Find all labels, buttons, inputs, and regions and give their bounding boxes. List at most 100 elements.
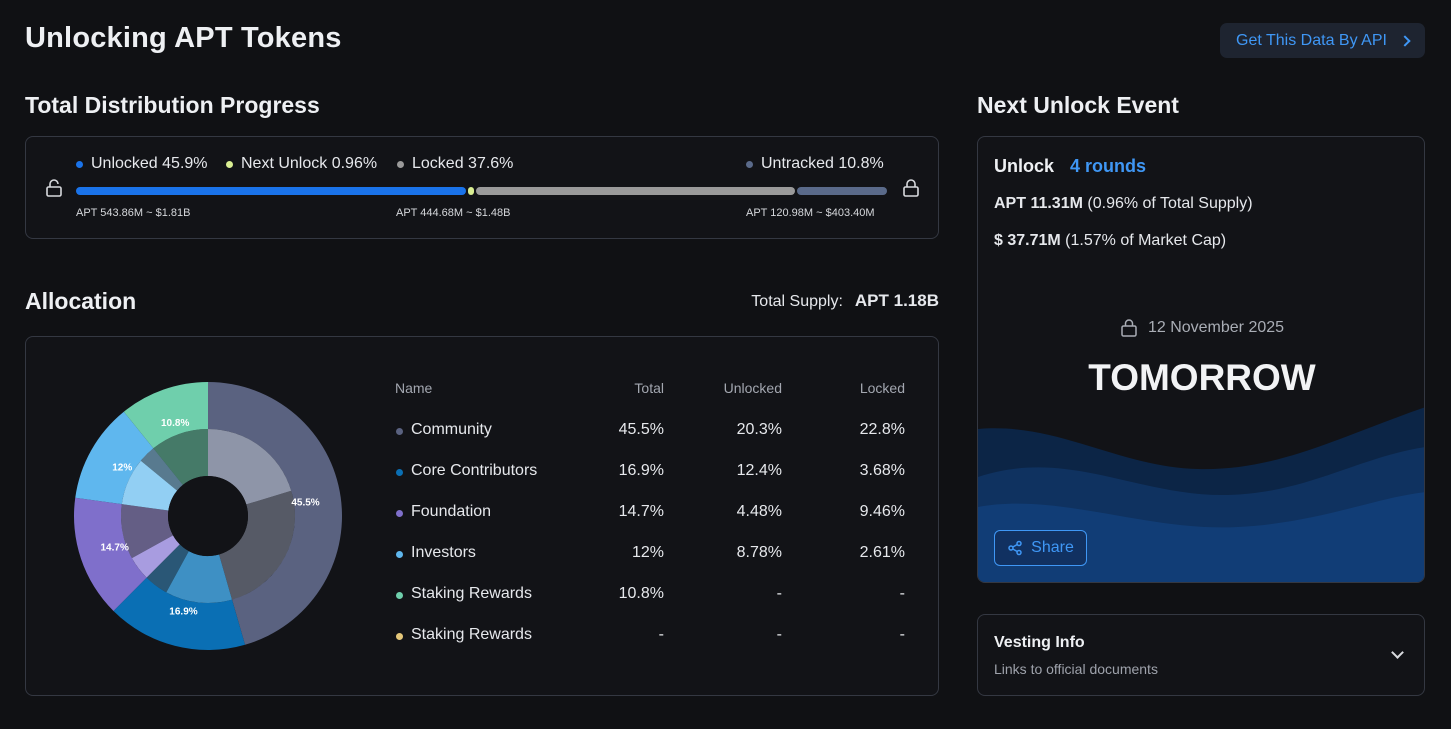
legend-locked: Locked 37.6% — [397, 155, 513, 173]
allocation-card: 45.5% 16.9% 14.7% 12% 10.8% Name Total Unloc… — [25, 336, 939, 696]
row-color-dot — [396, 469, 403, 476]
total-supply-value: APT 1.18B — [854, 291, 939, 310]
progress-title: Total Distribution Progress — [25, 92, 320, 118]
share-icon — [1008, 540, 1022, 556]
wave-background — [978, 407, 1424, 582]
legend-untracked: Untracked 10.8% — [746, 155, 884, 173]
row-total: 45.5% — [618, 421, 664, 438]
unlock-value-note: (1.57% of Market Cap) — [1065, 232, 1227, 249]
donut-slice-label: 12% — [112, 463, 132, 474]
chevron-down-icon — [1391, 646, 1404, 659]
legend-next-unlock-label: Next Unlock 0.96% — [241, 155, 378, 172]
share-label: Share — [1031, 539, 1074, 556]
vesting-subtitle: Links to official documents — [994, 661, 1158, 677]
unlock-amount-row: APT 11.31M (0.96% of Total Supply) — [994, 195, 1253, 213]
donut-inner-slice-community — [208, 429, 292, 505]
donut-inner-slice-core-contributors — [166, 551, 233, 603]
progress-segment-next-unlock — [467, 187, 474, 195]
progress-card: Unlocked 45.9% Next Unlock 0.96% Locked … — [25, 136, 939, 239]
vesting-info-accordion[interactable]: Vesting Info Links to official documents — [977, 614, 1425, 696]
unlock-amount-note: (0.96% of Total Supply) — [1087, 195, 1253, 212]
donut-slice-foundation[interactable] — [74, 497, 147, 611]
donut-inner-locked-investors — [140, 448, 183, 491]
unlock-value-row: $ 37.71M (1.57% of Market Cap) — [994, 232, 1226, 250]
donut-slice-label: 16.9% — [169, 606, 197, 617]
progress-segment-unlocked — [76, 187, 466, 195]
donut-slice-label: 45.5% — [291, 497, 319, 508]
locked-amount: APT 444.68M ~ $1.48B — [396, 207, 511, 219]
col-header-name: Name — [395, 380, 433, 396]
row-unlocked: 20.3% — [736, 421, 782, 438]
donut-inner-locked-foundation — [120, 504, 174, 559]
untracked-amount: APT 120.98M ~ $403.40M — [746, 207, 875, 219]
unlocked-lock-icon — [46, 179, 62, 197]
donut-inner-locked-community — [219, 490, 295, 600]
calendar-lock-icon — [1121, 319, 1137, 337]
row-color-dot — [396, 551, 403, 558]
col-header-unlocked: Unlocked — [723, 380, 782, 396]
get-data-by-api-button[interactable]: Get This Data By API — [1220, 23, 1425, 58]
vesting-title: Vesting Info — [994, 634, 1085, 651]
next-unlock-dot — [226, 160, 233, 168]
unlock-amount: APT 11.31M — [994, 195, 1083, 212]
row-name: Foundation — [411, 503, 492, 520]
unlock-date-row: 12 November 2025 — [978, 319, 1424, 337]
donut-inner-locked-staking-rewards — [153, 429, 208, 485]
progress-segment-untracked — [796, 187, 887, 195]
donut-slice-label: 14.7% — [100, 542, 128, 553]
row-total: 16.9% — [618, 462, 664, 479]
allocation-donut-chart: 45.5% 16.9% 14.7% 12% 10.8% — [74, 382, 342, 650]
row-total: 10.8% — [618, 585, 664, 602]
row-unlocked: 8.78% — [736, 544, 782, 561]
row-color-dot — [396, 592, 403, 599]
row-unlocked: - — [776, 585, 782, 602]
donut-slice-community[interactable] — [208, 382, 342, 645]
donut-inner-locked-core-contributors — [146, 544, 189, 593]
unlock-countdown: TOMORROW — [1088, 357, 1316, 398]
row-locked: 9.46% — [859, 503, 905, 520]
row-unlocked: 4.48% — [736, 503, 782, 520]
row-name: Investors — [411, 544, 476, 561]
legend-next-unlock: Next Unlock 0.96% — [226, 155, 377, 173]
progress-segment-locked — [475, 187, 795, 195]
unlock-label: Unlock — [994, 156, 1055, 176]
unlock-rounds-row: Unlock 4 rounds — [994, 156, 1146, 177]
legend-locked-label: Locked 37.6% — [412, 155, 514, 172]
row-total: 12% — [631, 544, 664, 561]
row-color-dot — [396, 633, 403, 640]
rounds-link[interactable]: 4 rounds — [1070, 156, 1147, 176]
donut-slice-label: 10.8% — [161, 418, 189, 429]
col-header-locked: Locked — [859, 380, 905, 396]
api-button-label: Get This Data By API — [1236, 31, 1387, 49]
legend-unlocked: Unlocked 45.9% — [76, 155, 208, 173]
row-total: - — [658, 626, 664, 643]
row-total: 14.7% — [618, 503, 664, 520]
unlocked-amount: APT 543.86M ~ $1.81B — [76, 207, 191, 219]
row-color-dot — [396, 428, 403, 435]
row-color-dot — [396, 510, 403, 517]
row-locked: - — [899, 585, 905, 602]
donut-slice-core-contributors[interactable] — [113, 577, 246, 650]
page-title: Unlocking APT Tokens — [25, 22, 342, 54]
row-unlocked: - — [776, 626, 782, 643]
row-name: Staking Rewards — [411, 585, 532, 602]
donut-slice-staking-rewards[interactable] — [123, 382, 208, 449]
total-supply-label: Total Supply: — [751, 293, 843, 310]
locked-lock-icon — [903, 179, 919, 197]
next-unlock-title: Next Unlock Event — [977, 92, 1179, 118]
legend-unlocked-label: Unlocked 45.9% — [91, 155, 208, 172]
locked-dot — [397, 160, 404, 168]
donut-inner-slice-investors — [121, 460, 178, 511]
donut-inner-slice-foundation — [131, 535, 180, 578]
row-name: Community — [411, 421, 492, 438]
next-unlock-card: Unlock 4 rounds APT 11.31M (0.96% of Tot… — [977, 136, 1425, 583]
unlocked-dot — [76, 160, 83, 168]
row-unlocked: 12.4% — [736, 462, 782, 479]
chevron-right-icon — [1399, 34, 1411, 47]
row-name: Staking Rewards — [411, 626, 532, 643]
allocation-title: Allocation — [25, 288, 137, 314]
share-button[interactable]: Share — [994, 530, 1087, 566]
row-locked: 22.8% — [859, 421, 905, 438]
donut-slice-investors[interactable] — [75, 411, 154, 505]
donut-hole — [168, 476, 248, 556]
